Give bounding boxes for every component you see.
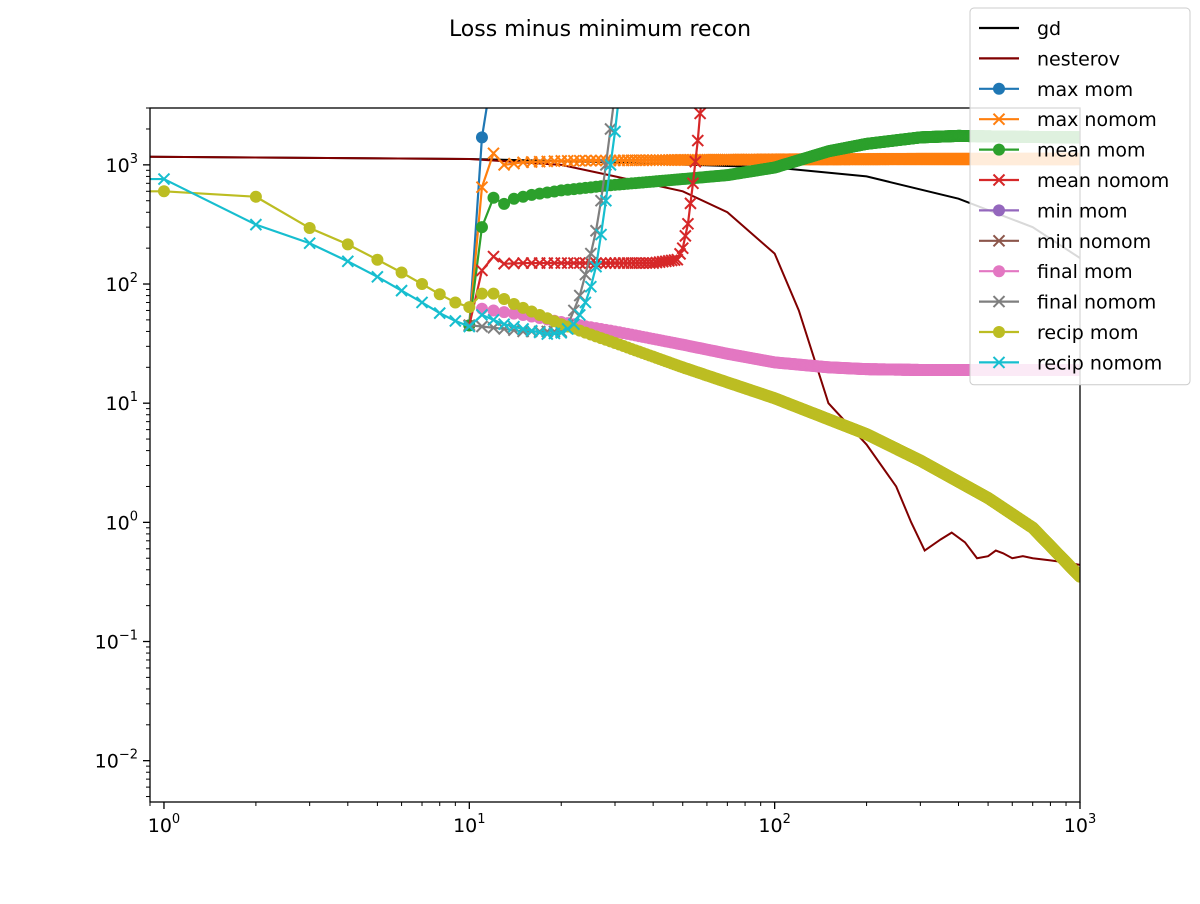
legend-marker xyxy=(993,82,1005,95)
legend-label: min nomom xyxy=(1037,231,1151,253)
series-line-recip-mom xyxy=(150,190,1080,578)
x-tick-label: 103 xyxy=(1064,812,1096,837)
series-point-mean-mom xyxy=(498,197,511,210)
chart-title: Loss minus minimum recon xyxy=(449,17,751,42)
legend-label: max nomom xyxy=(1037,109,1157,131)
series-point-max-nomom xyxy=(487,147,500,160)
series-point-mean-nomom xyxy=(689,155,702,168)
series-point-max-nomom xyxy=(584,154,598,167)
series-line-nesterov xyxy=(150,155,1080,566)
series-point-recip-nomom xyxy=(433,306,446,320)
x-tick-label: 101 xyxy=(453,812,485,837)
series-recip-nomom xyxy=(150,88,625,341)
series-point-mean-nomom xyxy=(686,177,700,190)
series-recip-mom xyxy=(150,185,1080,583)
series-mean-nomom xyxy=(463,88,708,332)
series-nesterov xyxy=(150,155,1080,566)
series-layer xyxy=(150,88,1080,583)
series-point-recip-mom xyxy=(395,266,408,279)
series-point-recip-mom xyxy=(303,222,316,235)
legend-marker xyxy=(993,326,1005,338)
series-point-final-mom xyxy=(487,304,500,317)
series-point-max-nomom xyxy=(579,154,592,167)
series-point-final-mom xyxy=(498,306,511,319)
legend-label: mean mom xyxy=(1037,140,1146,162)
series-point-recip-mom xyxy=(249,190,262,203)
series-point-final-mom xyxy=(475,302,488,315)
series-point-recip-mom xyxy=(487,287,500,300)
series-point-recip-mom xyxy=(433,288,446,301)
series-point-recip-nomom xyxy=(371,270,384,283)
y-tick-label: 10−1 xyxy=(95,629,138,654)
y-tick-label: 10−2 xyxy=(95,748,138,773)
series-point-mean-nomom xyxy=(567,256,581,270)
legend-marker xyxy=(993,204,1005,217)
series-point-mean-nomom xyxy=(573,256,586,270)
series-point-mean-nomom xyxy=(507,257,521,270)
legend-label: final nomom xyxy=(1037,292,1156,314)
series-point-mean-nomom xyxy=(681,217,695,231)
series-point-recip-mom xyxy=(475,287,488,300)
series-point-mean-nomom xyxy=(475,264,489,277)
y-tick-label: 103 xyxy=(106,152,138,177)
series-gd xyxy=(150,155,1080,259)
series-point-final-nomom xyxy=(610,88,621,99)
series-point-mean-nomom xyxy=(599,256,613,270)
series-point-mean-mom xyxy=(475,221,488,234)
series-point-mean-nomom xyxy=(693,108,707,120)
series-point-recip-nomom xyxy=(579,296,592,309)
x-tick-label: 100 xyxy=(148,812,180,837)
series-point-mean-nomom xyxy=(604,256,617,270)
series-point-recip-mom xyxy=(463,301,476,314)
series-point-recip-mom xyxy=(449,296,462,309)
series-point-mean-nomom xyxy=(676,241,689,255)
series-point-mean-nomom xyxy=(497,257,511,270)
series-point-max-nomom xyxy=(475,180,489,194)
legend-marker xyxy=(993,143,1005,156)
series-line-recip-nomom xyxy=(150,108,619,336)
series-point-mean-nomom xyxy=(679,229,692,243)
series-point-mean-mom xyxy=(487,191,500,204)
series-point-max-nomom xyxy=(573,154,586,167)
series-point-recip-nomom xyxy=(341,255,355,268)
legend-label: mean nomom xyxy=(1037,170,1169,192)
legend-label: gd xyxy=(1037,18,1061,40)
series-point-max-nomom xyxy=(589,154,603,167)
series-point-mean-nomom xyxy=(487,250,500,263)
series-point-mean-nomom xyxy=(691,134,704,147)
legend-label: recip nomom xyxy=(1037,352,1162,374)
y-tick-label: 100 xyxy=(106,509,138,534)
series-point-mean-nomom xyxy=(684,197,697,210)
legend-label: min mom xyxy=(1037,200,1128,222)
series-point-recip-nomom xyxy=(249,218,263,231)
series-point-recip-mom xyxy=(416,278,429,291)
legend-label: recip mom xyxy=(1037,322,1139,344)
y-tick-label: 101 xyxy=(106,390,138,415)
series-line-gd xyxy=(150,155,1080,259)
series-point-recip-mom xyxy=(371,253,384,266)
series-point-final-mom xyxy=(507,307,520,320)
series-point-recip-mom xyxy=(341,238,354,251)
legend-marker xyxy=(993,265,1005,278)
legend-label: max mom xyxy=(1037,79,1133,101)
series-point-max-nomom xyxy=(497,158,511,172)
series-point-mean-mom xyxy=(507,192,520,205)
legend-label: nesterov xyxy=(1037,48,1120,70)
legend: gd nesterov max mom max nomom mean mom mean n… xyxy=(969,7,1191,386)
series-point-recip-nomom xyxy=(614,88,625,99)
series-point-recip-mom xyxy=(157,185,170,198)
legend-label: final mom xyxy=(1037,261,1133,283)
series-point-mean-nomom xyxy=(697,88,708,99)
series-point-recip-nomom xyxy=(449,314,462,328)
x-tick-label: 102 xyxy=(758,812,790,837)
series-point-recip-nomom xyxy=(415,296,429,309)
series-point-recip-nomom xyxy=(573,308,586,322)
series-point-max-mom xyxy=(475,131,488,144)
series-point-recip-nomom xyxy=(303,237,316,250)
series-point-recip-nomom xyxy=(395,284,408,297)
plot-frame xyxy=(149,107,1081,803)
y-tick-label: 102 xyxy=(106,271,138,296)
